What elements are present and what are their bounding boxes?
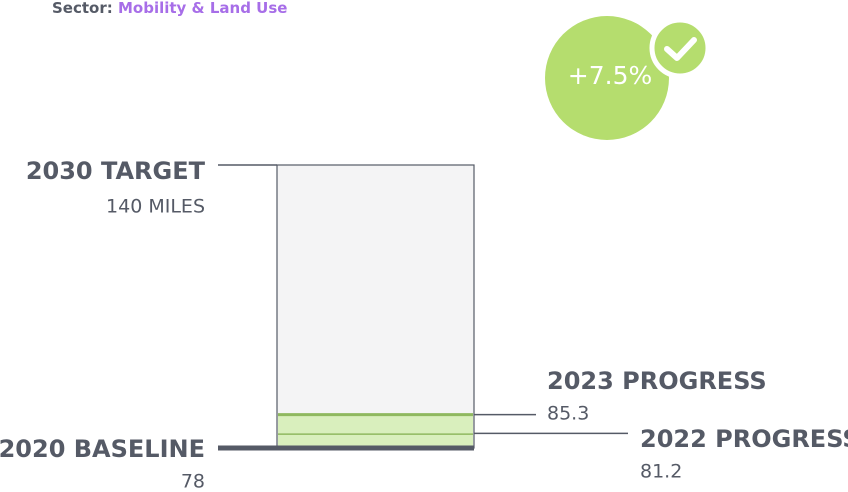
check-icon — [664, 37, 697, 61]
baseline-label: 2020 BASELINE — [0, 435, 205, 463]
progress-value: 85.3 — [547, 403, 589, 425]
target-label: 2030 TARGET — [26, 157, 206, 185]
progress-band — [278, 433, 473, 448]
progress-label: 2023 PROGRESS — [547, 367, 767, 395]
progress-band — [278, 414, 473, 434]
sector-name: Mobility & Land Use — [118, 0, 287, 17]
target-value: 140 MILES — [106, 196, 205, 218]
progress-value: 81.2 — [640, 461, 682, 483]
badge-text: +7.5% — [568, 61, 652, 90]
badge-circle — [545, 16, 669, 140]
sector-line: Sector: Mobility & Land Use — [52, 0, 287, 17]
target-bar — [276, 164, 475, 449]
sector-label: Sector: — [52, 0, 113, 17]
baseline-bar — [218, 445, 474, 451]
progress-label: 2022 PROGRESS — [640, 425, 848, 453]
check-circle — [649, 17, 711, 79]
baseline-value: 78 — [181, 471, 205, 492]
